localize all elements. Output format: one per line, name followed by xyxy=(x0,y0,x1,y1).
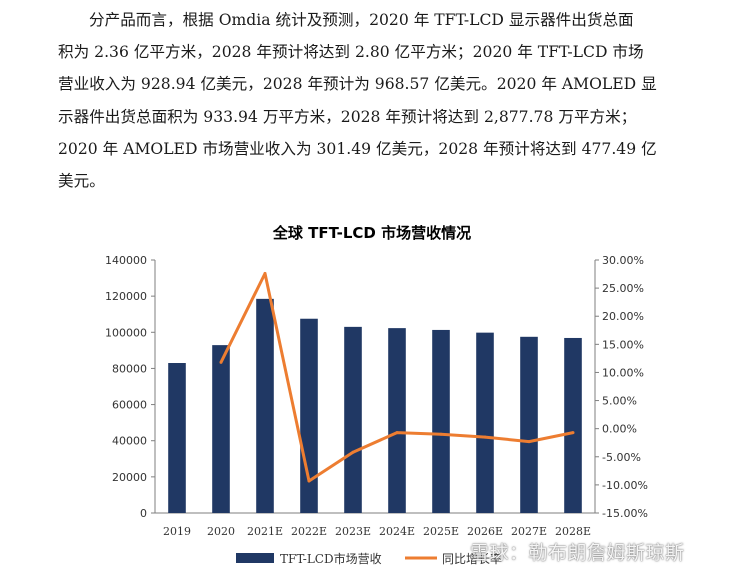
x-tick-label: 2028E xyxy=(555,525,591,538)
left-tick-label: 120000 xyxy=(105,290,147,303)
bar xyxy=(564,337,582,513)
legend-swatch-revenue xyxy=(236,553,274,563)
bar xyxy=(168,363,186,513)
growth-rate-point xyxy=(219,360,223,364)
right-tick-label: -10.00% xyxy=(602,479,648,492)
paragraph-line: 分产品而言，根据 Omdia 统计及预测，2020 年 TFT-LCD 显示器件… xyxy=(89,11,634,29)
x-tick-label: 2025E xyxy=(423,525,459,538)
growth-rate-point xyxy=(395,431,399,435)
bar xyxy=(520,336,538,513)
body-paragraph: 分产品而言，根据 Omdia 统计及预测，2020 年 TFT-LCD 显示器件… xyxy=(58,4,704,197)
left-tick-label: 80000 xyxy=(112,362,147,375)
right-tick-label: -15.00% xyxy=(602,507,648,520)
x-tick-label: 2024E xyxy=(379,525,415,538)
right-tick-label: -5.00% xyxy=(602,451,641,464)
right-tick-label: 20.00% xyxy=(602,310,644,323)
x-tick-label: 2026E xyxy=(467,525,503,538)
left-tick-label: 40000 xyxy=(112,435,147,448)
left-tick-label: 140000 xyxy=(105,254,147,267)
bar xyxy=(256,298,274,513)
growth-rate-point xyxy=(351,450,355,454)
left-tick-label: 20000 xyxy=(112,471,147,484)
right-tick-label: 15.00% xyxy=(602,338,644,351)
growth-rate-point xyxy=(483,435,487,439)
growth-rate-point xyxy=(263,271,267,275)
right-tick-label: 10.00% xyxy=(602,366,644,379)
right-tick-label: 30.00% xyxy=(602,254,644,267)
x-tick-label: 2023E xyxy=(335,525,371,538)
legend-label-growth: 同比增长率 xyxy=(442,551,502,566)
paragraph-line: 营业收入为 928.94 亿美元，2028 年预计为 968.57 亿美元。20… xyxy=(58,75,657,94)
right-tick-label: 25.00% xyxy=(602,282,644,295)
legend-label-revenue: TFT-LCD市场营收 xyxy=(280,551,382,566)
paragraph-line: 示器件出货总面积为 933.94 万平方米，2028 年预计将达到 2,877.… xyxy=(58,107,637,126)
growth-rate-point xyxy=(439,432,443,436)
left-tick-label: 100000 xyxy=(105,326,147,339)
paragraph-line: 积为 2.36 亿平方米，2028 年预计将达到 2.80 亿平方米；2020 … xyxy=(58,43,644,62)
x-tick-label: 2022E xyxy=(291,525,327,538)
left-tick-label: 0 xyxy=(140,507,147,520)
chart-title: 全球 TFT-LCD 市场营收情况 xyxy=(272,224,472,242)
right-tick-label: 5.00% xyxy=(602,395,637,408)
growth-rate-point xyxy=(571,431,575,435)
x-tick-label: 2020 xyxy=(207,525,235,538)
bar xyxy=(388,328,406,513)
bar xyxy=(432,329,450,513)
growth-rate-point xyxy=(527,440,531,444)
x-tick-label: 2019 xyxy=(163,525,191,538)
x-tick-label: 2021E xyxy=(247,525,283,538)
x-tick-label: 2027E xyxy=(511,525,547,538)
right-tick-label: 0.00% xyxy=(602,423,637,436)
left-tick-label: 60000 xyxy=(112,399,147,412)
bar xyxy=(476,332,494,513)
paragraph-line: 2020 年 AMOLED 市场营业收入为 301.49 亿美元，2028 年预… xyxy=(58,139,657,158)
paragraph-line: 美元。 xyxy=(58,172,105,191)
bar xyxy=(300,318,318,513)
watermark: 雪球：勒布朗詹姆斯琼斯 xyxy=(470,542,685,564)
bar xyxy=(344,326,362,513)
growth-rate-point xyxy=(307,479,311,483)
bar xyxy=(212,345,230,513)
